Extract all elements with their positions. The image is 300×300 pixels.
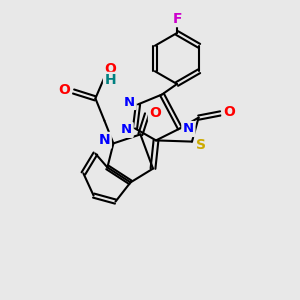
Text: N: N: [99, 134, 110, 147]
Text: F: F: [172, 12, 182, 26]
Text: O: O: [104, 62, 116, 76]
Text: O: O: [149, 106, 161, 120]
Text: N: N: [183, 122, 194, 136]
Text: N: N: [121, 123, 132, 136]
Text: H: H: [105, 74, 116, 87]
Text: S: S: [196, 138, 206, 152]
Text: N: N: [124, 95, 135, 109]
Text: O: O: [58, 83, 70, 97]
Text: O: O: [223, 105, 235, 119]
